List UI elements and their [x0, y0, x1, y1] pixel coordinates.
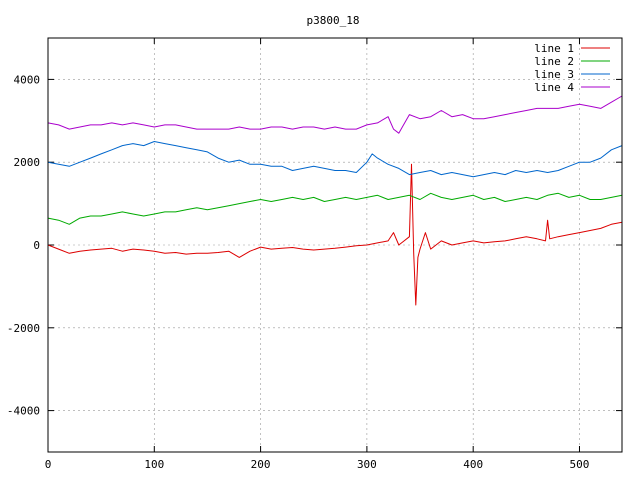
legend-label-4: line 4: [534, 81, 574, 94]
series-line-4: [47, 95, 623, 134]
series-line-2: [47, 192, 623, 225]
plot-frame: [47, 37, 623, 453]
x-tick-label: 400: [463, 458, 483, 471]
y-tick-label: 4000: [14, 73, 41, 86]
x-tick-label: 500: [570, 458, 590, 471]
axes: 0 100 200 300 400 500 -4000 -2000 0 2000 4000: [7, 38, 622, 471]
legend-label-3: line 3: [534, 68, 574, 81]
grid: [48, 38, 622, 452]
x-tick-label: 0: [45, 458, 52, 471]
legend-label-2: line 2: [534, 55, 574, 68]
x-tick-label: 100: [144, 458, 164, 471]
legend-label-1: line 1: [534, 42, 574, 55]
chart-title: p3800_18: [307, 14, 360, 27]
x-tick-label: 200: [251, 458, 271, 471]
y-tick-label: 2000: [14, 156, 41, 169]
series-line-1: [47, 163, 623, 306]
series-line-3: [47, 141, 623, 178]
y-tick-label: 0: [33, 239, 40, 252]
x-tick-label: 300: [357, 458, 377, 471]
y-tick-label: -2000: [7, 322, 40, 335]
y-tick-label: -4000: [7, 405, 40, 418]
series-group: [47, 95, 623, 306]
